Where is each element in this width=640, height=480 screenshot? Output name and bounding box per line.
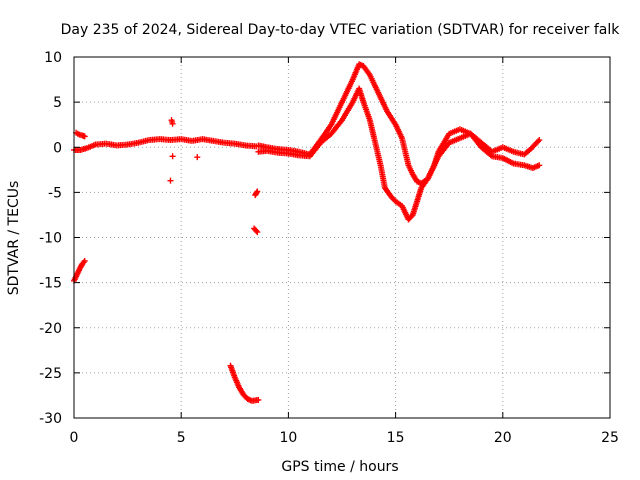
data-point: [536, 137, 543, 144]
x-tick-label: 25: [601, 430, 619, 446]
y-tick-label: -5: [48, 185, 62, 201]
y-tick-label: 10: [44, 50, 62, 66]
x-tick-label: 20: [494, 430, 512, 446]
data-point: [253, 189, 260, 196]
data-point: [169, 153, 176, 160]
y-tick-label: 0: [53, 140, 62, 156]
data-point: [167, 177, 174, 184]
y-tick-label: -20: [39, 321, 62, 337]
data-point: [169, 120, 176, 127]
y-tick-label: 5: [53, 95, 62, 111]
data-point: [81, 133, 88, 140]
chart-title: Day 235 of 2024, Sidereal Day-to-day VTE…: [61, 22, 621, 38]
axis-ticks: 0 5 10 15 20 25 10 5 0 -5 -10 -15 -20 -25 -30: [39, 50, 619, 446]
x-tick-label: 15: [387, 430, 405, 446]
data-point: [535, 138, 542, 145]
x-tick-label: 0: [70, 430, 79, 446]
y-tick-label: -25: [39, 366, 62, 382]
data-point: [194, 154, 201, 161]
x-tick-label: 10: [279, 430, 297, 446]
data-point: [255, 396, 262, 403]
data-point: [81, 257, 88, 264]
x-tick-label: 5: [177, 430, 186, 446]
y-tick-label: -30: [39, 411, 62, 427]
y-axis-label: SDTVAR / TECUs: [6, 181, 22, 296]
data-marks: [71, 61, 543, 404]
data-point: [254, 229, 261, 236]
data-point: [254, 188, 261, 195]
x-axis-label: GPS time / hours: [281, 459, 398, 475]
data-point: [253, 227, 260, 234]
data-point: [536, 162, 543, 169]
y-tick-label: -15: [39, 276, 62, 292]
y-tick-label: -10: [39, 231, 62, 247]
